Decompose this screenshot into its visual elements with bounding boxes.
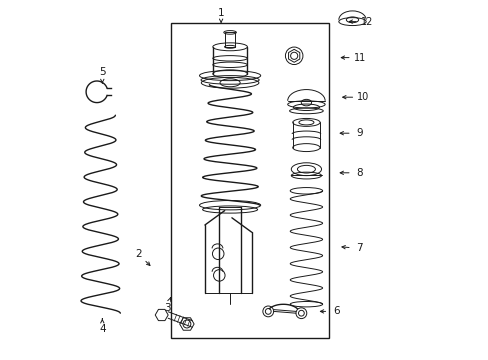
Bar <box>224 32 235 47</box>
Text: 1: 1 <box>217 8 224 18</box>
Text: 2: 2 <box>135 249 142 259</box>
Text: 9: 9 <box>356 128 362 138</box>
Text: 12: 12 <box>360 17 372 27</box>
Text: 7: 7 <box>356 243 362 253</box>
Bar <box>170 23 328 338</box>
Text: 8: 8 <box>356 168 362 178</box>
Text: 5: 5 <box>99 67 105 77</box>
Text: 3: 3 <box>163 303 170 313</box>
Text: 10: 10 <box>356 92 368 102</box>
Text: 11: 11 <box>353 53 365 63</box>
Text: 4: 4 <box>99 324 105 334</box>
Text: 6: 6 <box>332 306 339 316</box>
